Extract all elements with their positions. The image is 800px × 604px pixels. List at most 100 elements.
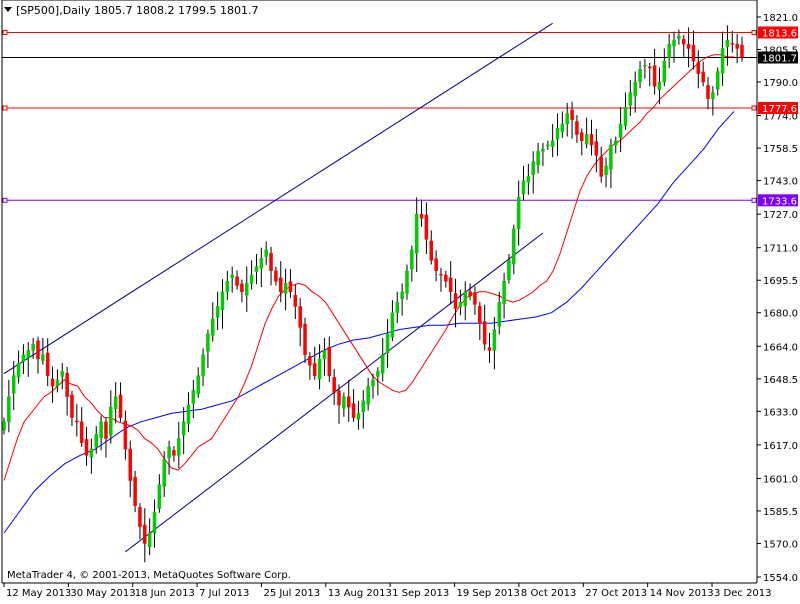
candle-bullish bbox=[526, 176, 531, 183]
y-tick-label: 1633.0 bbox=[763, 407, 798, 418]
candle-bearish bbox=[482, 321, 487, 345]
candle-bullish bbox=[463, 291, 467, 306]
copyright-text: MetaTrader 4, © 2001-2013, MetaQuotes So… bbox=[7, 570, 291, 581]
y-tick-label: 1711.0 bbox=[763, 244, 798, 255]
candle-bullish bbox=[565, 113, 569, 125]
candle-bearish bbox=[312, 363, 317, 376]
candle-bearish bbox=[346, 396, 351, 408]
candle-bullish bbox=[113, 396, 118, 410]
candle-bullish bbox=[94, 434, 98, 448]
x-tick-label: 27 Oct 2013 bbox=[585, 588, 647, 599]
candle-bearish bbox=[274, 270, 278, 282]
candle-bearish bbox=[735, 44, 739, 49]
candle-bullish bbox=[322, 350, 327, 360]
candle-bullish bbox=[502, 281, 506, 305]
candle-bullish bbox=[7, 396, 11, 423]
candle-bullish bbox=[715, 71, 720, 90]
y-tick-label: 1790.0 bbox=[763, 78, 798, 89]
y-tick-label: 1774.0 bbox=[763, 112, 798, 123]
candle-bullish bbox=[550, 140, 555, 147]
candle-bearish bbox=[429, 240, 434, 261]
candle-bearish bbox=[70, 394, 74, 418]
candle-bearish bbox=[104, 421, 108, 439]
last-price-tag-label: 1801.7 bbox=[762, 53, 797, 64]
candle-bullish bbox=[89, 448, 94, 458]
price-level-tag-label: 1813.6 bbox=[762, 29, 797, 40]
candle-bullish bbox=[516, 197, 521, 230]
candle-bearish bbox=[594, 141, 599, 156]
candle-bullish bbox=[31, 343, 35, 351]
candle-bullish bbox=[26, 350, 31, 359]
candle-bullish bbox=[604, 165, 608, 175]
candle-bullish bbox=[492, 329, 497, 351]
x-tick-label: 13 Aug 2013 bbox=[328, 588, 392, 599]
candle-bearish bbox=[128, 448, 132, 481]
candle-bearish bbox=[570, 109, 574, 121]
candle-bullish bbox=[211, 318, 215, 336]
candle-bullish bbox=[254, 266, 259, 272]
candle-bullish bbox=[186, 404, 191, 424]
candle-bearish bbox=[575, 121, 579, 135]
candle-bullish bbox=[584, 134, 589, 145]
y-tick-label: 1680.0 bbox=[763, 309, 798, 320]
price-level-tag-label: 1733.6 bbox=[762, 196, 797, 207]
candle-bullish bbox=[458, 301, 463, 308]
candle-bullish bbox=[385, 333, 390, 354]
y-tick-label: 1758.5 bbox=[763, 144, 798, 155]
candle-bullish bbox=[206, 333, 210, 352]
candle-bullish bbox=[264, 249, 268, 257]
candle-bullish bbox=[725, 39, 730, 48]
candle-bullish bbox=[249, 274, 254, 284]
candle-bearish bbox=[419, 213, 424, 219]
candle-bullish bbox=[181, 421, 186, 436]
candle-bearish bbox=[351, 403, 356, 418]
dropdown-triangle-icon[interactable] bbox=[4, 7, 12, 12]
candle-bullish bbox=[541, 148, 545, 152]
x-tick-label: 30 May 2013 bbox=[70, 588, 135, 599]
candle-bullish bbox=[196, 375, 200, 394]
y-tick-label: 1664.0 bbox=[763, 342, 798, 353]
candle-bullish bbox=[638, 69, 642, 83]
candle-bearish bbox=[580, 132, 584, 141]
candle-bullish bbox=[16, 362, 21, 378]
price-level-labels: 1813.6 1777.6 1733.6 1801.7 bbox=[758, 26, 798, 207]
y-tick-label: 1648.5 bbox=[763, 375, 798, 386]
candle-bearish bbox=[308, 356, 312, 366]
candle-bullish bbox=[283, 283, 288, 294]
candle-bullish bbox=[677, 35, 681, 39]
candle-bearish bbox=[478, 305, 482, 324]
candle-bullish bbox=[147, 532, 152, 548]
candle-bearish bbox=[706, 85, 710, 100]
candle-bullish bbox=[55, 379, 60, 387]
price-axis: 1821.0 1805.5 1790.0 1774.0 1758.5 1743.0 1727… bbox=[757, 13, 798, 584]
candle-bullish bbox=[614, 140, 618, 146]
x-tick-label: 25 Jul 2013 bbox=[263, 588, 320, 599]
candle-bullish bbox=[371, 379, 375, 387]
price-level-tag bbox=[758, 26, 798, 39]
candle-bullish bbox=[507, 260, 511, 280]
candle-bearish bbox=[279, 277, 283, 293]
candle-bullish bbox=[167, 446, 171, 459]
y-tick-label: 1601.0 bbox=[763, 474, 798, 485]
x-tick-label: 3 Dec 2013 bbox=[714, 588, 772, 599]
candle-bullish bbox=[342, 396, 346, 409]
candle-bullish bbox=[560, 123, 565, 132]
candle-bearish bbox=[327, 346, 332, 376]
candle-bullish bbox=[609, 144, 613, 170]
candle-bullish bbox=[662, 60, 667, 83]
candle-bullish bbox=[201, 354, 205, 376]
time-axis: 12 May 2013 30 May 2013 18 Jun 2013 7 Jul 2… bbox=[3, 583, 772, 599]
y-tick-label: 1695.5 bbox=[763, 276, 798, 287]
candle-bullish bbox=[672, 39, 676, 47]
candle-bullish bbox=[628, 92, 633, 106]
x-tick-label: 8 Oct 2013 bbox=[521, 588, 576, 599]
candle-bullish bbox=[618, 123, 623, 138]
candle-bullish bbox=[60, 371, 65, 377]
candle-bullish bbox=[245, 283, 249, 296]
price-level-handle bbox=[2, 30, 8, 36]
candle-bullish bbox=[555, 127, 560, 140]
candle-bullish bbox=[380, 354, 385, 374]
y-tick-label: 1554.0 bbox=[763, 573, 798, 584]
